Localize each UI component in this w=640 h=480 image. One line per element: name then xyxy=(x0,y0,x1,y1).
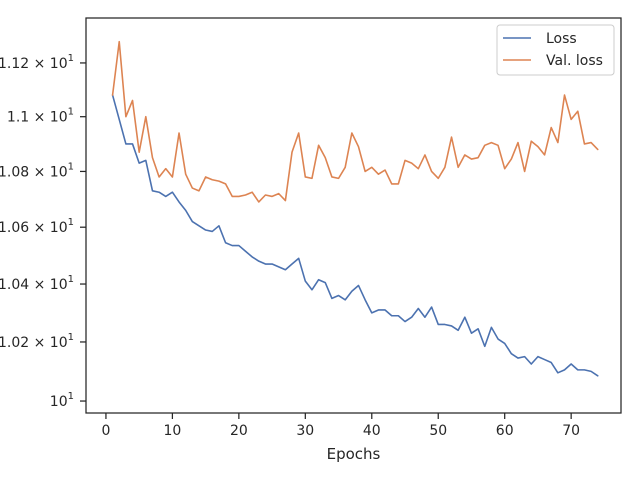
x-tick-label: 40 xyxy=(363,423,381,439)
x-axis-label: Epochs xyxy=(327,445,381,463)
y-tick-label: 101 xyxy=(50,391,74,410)
legend: Loss Val. loss xyxy=(496,24,615,76)
y-tick-label: 1.04 × 101 xyxy=(0,274,74,293)
x-tick-label: 60 xyxy=(496,423,514,439)
x-tick-label: 10 xyxy=(163,423,181,439)
y-tick-label: 1.1 × 101 xyxy=(7,107,74,126)
y-tick-label: 1.06 × 101 xyxy=(0,217,74,236)
y-tick-label: 1.02 × 101 xyxy=(0,332,74,351)
series-line-loss xyxy=(111,94,599,377)
legend-label-loss: Loss xyxy=(546,31,577,47)
x-tick-label: 20 xyxy=(230,423,248,439)
x-axis-ticks: 0 10 20 30 40 50 60 70 xyxy=(101,413,580,439)
y-axis-ticks: 101 1.02 × 101 1.04 × 101 1.06 × 101 1.08 × … xyxy=(0,53,86,410)
series-line-val-loss xyxy=(111,40,599,203)
x-tick-label: 50 xyxy=(429,423,447,439)
plot-frame xyxy=(85,17,622,414)
y-tick-label: 1.12 × 101 xyxy=(0,53,74,72)
y-tick-label: 1.08 × 101 xyxy=(0,161,74,180)
x-tick-label: 30 xyxy=(296,423,314,439)
x-tick-label: 0 xyxy=(101,423,110,439)
series-lines xyxy=(111,40,599,377)
legend-label-val-loss: Val. loss xyxy=(546,53,603,69)
x-tick-label: 70 xyxy=(562,423,580,439)
